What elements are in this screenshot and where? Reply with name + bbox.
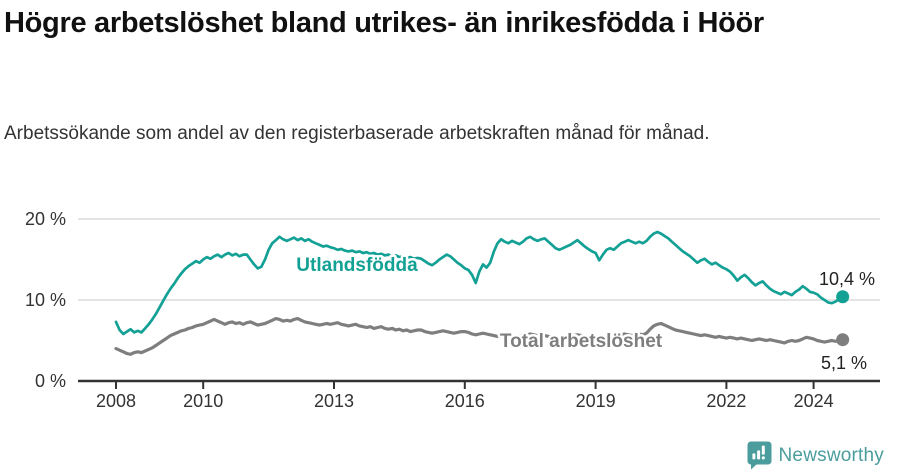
series-label-total: Total arbetslöshet	[500, 331, 663, 352]
series-line-total	[114, 317, 845, 356]
x-axis-tick-label: 2016	[445, 391, 485, 411]
series-label-utlandsfodda: Utlandsfödda	[296, 255, 418, 276]
x-axis-tick-label: 2008	[96, 391, 136, 411]
newsworthy-bubble-chart-icon	[747, 441, 772, 470]
y-axis-tick-label: 0 %	[35, 371, 66, 391]
newsworthy-wordmark: Newsworthy	[778, 444, 884, 466]
x-axis-tick-label: 2019	[576, 391, 616, 411]
series-end-dot-total	[836, 333, 850, 347]
x-axis-tick-label: 2010	[183, 391, 223, 411]
x-axis-tick-label: 2022	[706, 391, 746, 411]
chart-title: Högre arbetslöshet bland utrikes- än inr…	[4, 7, 764, 39]
series-end-value-label: 5,1 %	[821, 353, 867, 373]
x-axis-tick-label: 2013	[314, 391, 354, 411]
y-axis-tick-label: 20 %	[25, 209, 66, 229]
y-axis-tick-label: 10 %	[25, 290, 66, 310]
series-line-utlandsfodda	[114, 230, 845, 336]
newsworthy-logo: Newsworthy	[747, 441, 884, 470]
series-end-value-label: 10,4 %	[819, 269, 875, 289]
series-end-dot-utlandsfodda	[836, 290, 850, 304]
chart-subtitle: Arbetssökande som andel av den registerb…	[4, 123, 710, 144]
x-axis-tick-label: 2024	[794, 391, 834, 411]
